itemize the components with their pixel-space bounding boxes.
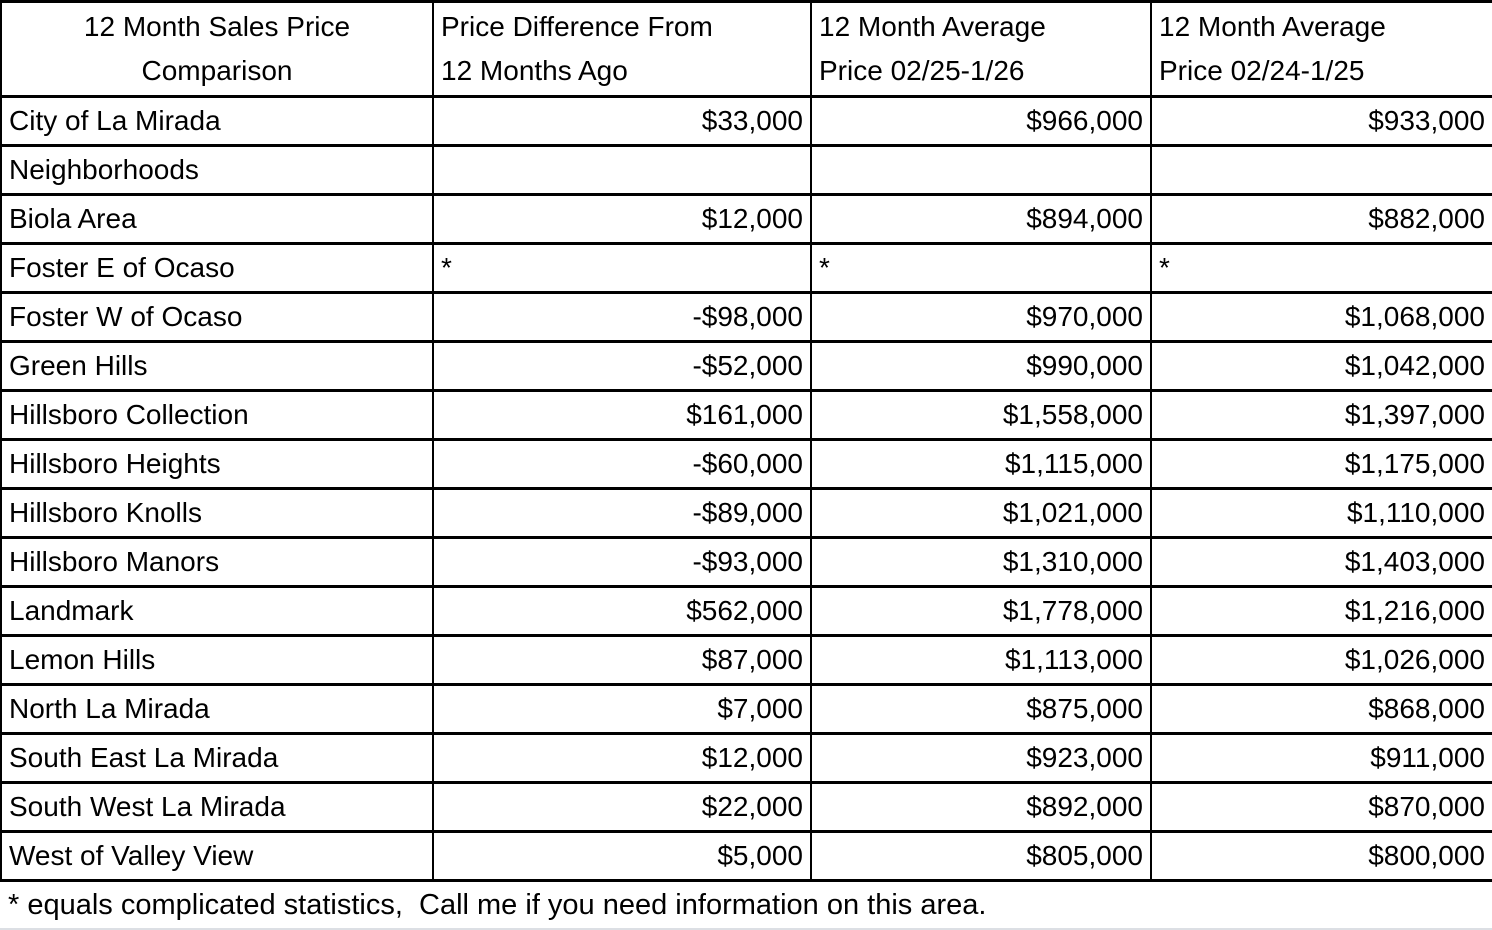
row-value: -$60,000: [432, 438, 812, 490]
table-row: West of Valley View $5,000 $805,000 $800,00…: [0, 830, 1492, 882]
row-value: -$89,000: [432, 487, 812, 539]
row-value: $933,000: [1150, 95, 1492, 147]
column-header-price-difference: Price Difference From 12 Months Ago: [432, 0, 812, 98]
table-header: 12 Month Sales Price Comparison Price Di…: [0, 0, 1492, 98]
row-value: $870,000: [1150, 781, 1492, 833]
table-row: Hillsboro Knolls -$89,000 $1,021,000 $1,110…: [0, 487, 1492, 539]
table-row: South East La Mirada $12,000 $923,000 $911,…: [0, 732, 1492, 784]
row-value: $966,000: [810, 95, 1152, 147]
row-value: $1,110,000: [1150, 487, 1492, 539]
table-row: Hillsboro Heights -$60,000 $1,115,000 $1,17…: [0, 438, 1492, 490]
table-row: Landmark $562,000 $1,778,000 $1,216,000: [0, 585, 1492, 637]
row-value: $911,000: [1150, 732, 1492, 784]
row-value: $1,068,000: [1150, 291, 1492, 343]
column-header-line: Price 02/24-1/25: [1159, 55, 1365, 86]
row-value: $805,000: [810, 830, 1152, 882]
column-header-line: 12 Month Average: [1159, 11, 1386, 42]
row-value: $894,000: [810, 193, 1152, 245]
table-title-line1: 12 Month Sales Price: [83, 11, 351, 42]
footnote: * equals complicated statistics, Call me…: [0, 882, 1492, 930]
row-value: $970,000: [810, 291, 1152, 343]
row-value: [810, 144, 1152, 196]
row-value: [432, 144, 812, 196]
row-label: North La Mirada: [0, 683, 434, 735]
row-label: Green Hills: [0, 340, 434, 392]
row-value: $33,000: [432, 95, 812, 147]
table-row: North La Mirada $7,000 $875,000 $868,000: [0, 683, 1492, 735]
row-value: $1,216,000: [1150, 585, 1492, 637]
row-label: Biola Area: [0, 193, 434, 245]
row-value: $923,000: [810, 732, 1152, 784]
table-row: Hillsboro Collection $161,000 $1,558,000 $1…: [0, 389, 1492, 441]
row-value: $1,042,000: [1150, 340, 1492, 392]
row-value: $882,000: [1150, 193, 1492, 245]
row-value: $1,310,000: [810, 536, 1152, 588]
column-header-line: Price 02/25-1/26: [819, 55, 1025, 86]
row-value: $7,000: [432, 683, 812, 735]
table-row: Foster E of Ocaso * * *: [0, 242, 1492, 294]
row-value: $1,115,000: [810, 438, 1152, 490]
row-value: $990,000: [810, 340, 1152, 392]
row-value: $892,000: [810, 781, 1152, 833]
row-label: Landmark: [0, 585, 434, 637]
table-title: 12 Month Sales Price Comparison: [0, 0, 434, 98]
row-value: $22,000: [432, 781, 812, 833]
row-label: Lemon Hills: [0, 634, 434, 686]
table-row: City of La Mirada $33,000 $966,000 $933,000: [0, 95, 1492, 147]
column-header-line: Price Difference From: [441, 11, 713, 42]
sales-price-comparison-table: 12 Month Sales Price Comparison Price Di…: [0, 0, 1492, 882]
row-value: -$93,000: [432, 536, 812, 588]
row-value: $87,000: [432, 634, 812, 686]
table-row: Neighborhoods: [0, 144, 1492, 196]
row-value: $1,778,000: [810, 585, 1152, 637]
row-value: $161,000: [432, 389, 812, 441]
row-label: South West La Mirada: [0, 781, 434, 833]
column-header-line: 12 Month Average: [819, 11, 1046, 42]
row-label: Neighborhoods: [0, 144, 434, 196]
row-value: $875,000: [810, 683, 1152, 735]
header-row: 12 Month Sales Price Comparison Price Di…: [0, 0, 1492, 98]
row-value: $12,000: [432, 732, 812, 784]
column-header-avg-prior: 12 Month Average Price 02/24-1/25: [1150, 0, 1492, 98]
row-label: West of Valley View: [0, 830, 434, 882]
row-value: $562,000: [432, 585, 812, 637]
row-value: $1,397,000: [1150, 389, 1492, 441]
table-row: Foster W of Ocaso -$98,000 $970,000 $1,068,…: [0, 291, 1492, 343]
table-row: Biola Area $12,000 $894,000 $882,000: [0, 193, 1492, 245]
row-label: Hillsboro Heights: [0, 438, 434, 490]
row-label: Foster W of Ocaso: [0, 291, 434, 343]
row-label: Foster E of Ocaso: [0, 242, 434, 294]
row-value: $5,000: [432, 830, 812, 882]
row-value: -$52,000: [432, 340, 812, 392]
row-value: $800,000: [1150, 830, 1492, 882]
table-row: Lemon Hills $87,000 $1,113,000 $1,026,000: [0, 634, 1492, 686]
row-value: $1,113,000: [810, 634, 1152, 686]
row-label: Hillsboro Knolls: [0, 487, 434, 539]
row-value: $1,026,000: [1150, 634, 1492, 686]
row-value: $1,558,000: [810, 389, 1152, 441]
row-value: *: [1150, 242, 1492, 294]
row-label: City of La Mirada: [0, 95, 434, 147]
table-title-line2: Comparison: [141, 55, 293, 86]
row-label: Hillsboro Collection: [0, 389, 434, 441]
column-header-line: 12 Months Ago: [441, 55, 628, 86]
row-label: Hillsboro Manors: [0, 536, 434, 588]
row-value: $1,403,000: [1150, 536, 1492, 588]
row-value: $1,175,000: [1150, 438, 1492, 490]
row-value: $12,000: [432, 193, 812, 245]
row-value: $1,021,000: [810, 487, 1152, 539]
row-label: South East La Mirada: [0, 732, 434, 784]
table-body: City of La Mirada $33,000 $966,000 $933,000…: [0, 95, 1492, 882]
row-value: *: [432, 242, 812, 294]
table-row: South West La Mirada $22,000 $892,000 $870,…: [0, 781, 1492, 833]
row-value: -$98,000: [432, 291, 812, 343]
table-row: Hillsboro Manors -$93,000 $1,310,000 $1,403…: [0, 536, 1492, 588]
row-value: [1150, 144, 1492, 196]
column-header-avg-current: 12 Month Average Price 02/25-1/26: [810, 0, 1152, 98]
row-value: $868,000: [1150, 683, 1492, 735]
table-row: Green Hills -$52,000 $990,000 $1,042,000: [0, 340, 1492, 392]
row-value: *: [810, 242, 1152, 294]
